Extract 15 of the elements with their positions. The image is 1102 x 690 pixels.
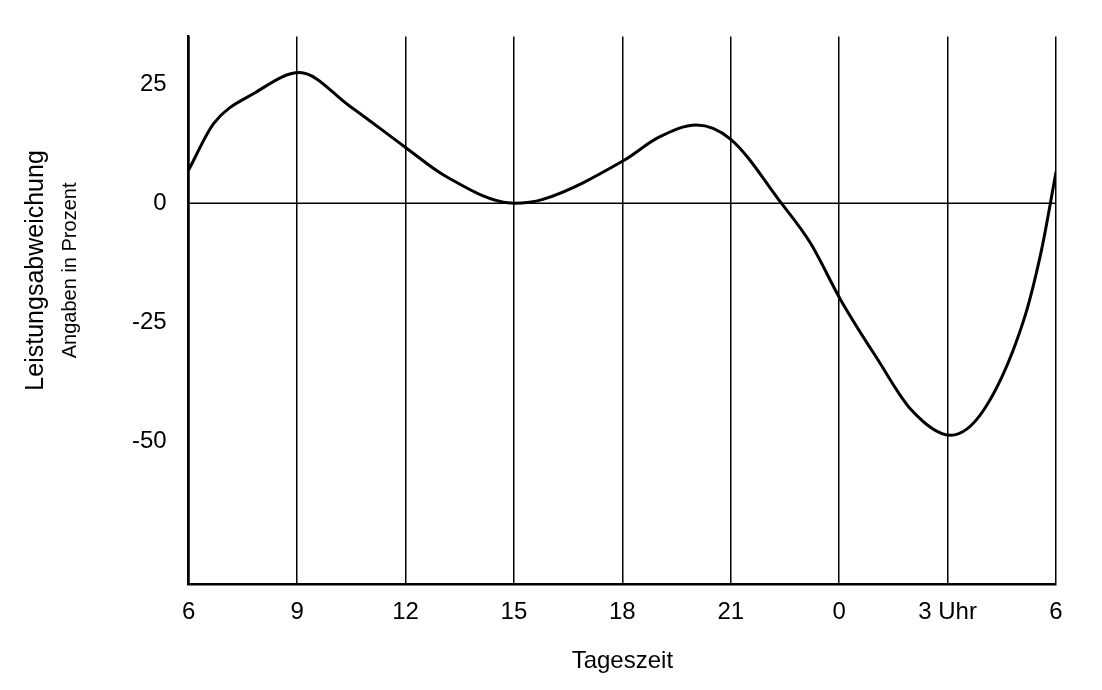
x-tick-label: 6: [1049, 597, 1063, 625]
y-tick-label: 25: [139, 68, 167, 96]
y-tick-label: -50: [132, 426, 167, 454]
y-axis-title: Leistungsabweichung Angaben in Prozent: [19, 150, 80, 391]
x-tick-label: 3 Uhr: [918, 597, 977, 625]
x-axis-title: Tageszeit: [571, 646, 674, 674]
x-tick-label: 0: [832, 597, 846, 625]
x-tick-label: 18: [608, 597, 636, 625]
y-tick-label: -25: [132, 306, 167, 334]
x-tick-label: 9: [290, 597, 304, 625]
x-tick-label: 12: [392, 597, 419, 625]
x-tick-label: 21: [717, 597, 745, 625]
x-tick-label: 6: [182, 597, 196, 625]
y-tick-label: 0: [153, 187, 167, 215]
x-tick-label: 15: [500, 597, 528, 625]
